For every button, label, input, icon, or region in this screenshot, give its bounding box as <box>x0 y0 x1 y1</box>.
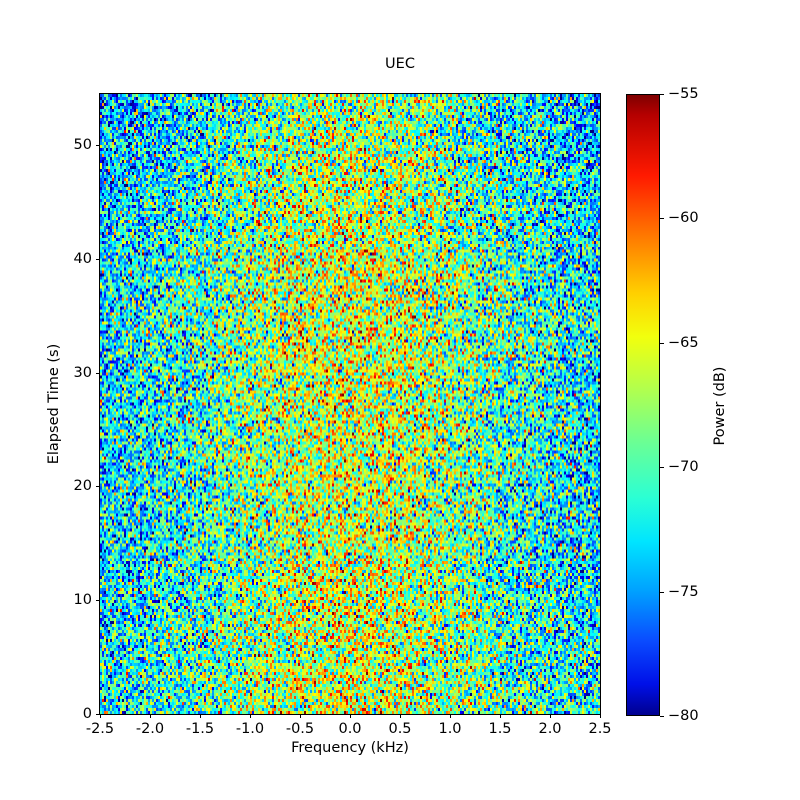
x-tick-label: -1.0 <box>235 721 265 737</box>
y-tick-label: 0 <box>82 706 92 722</box>
x-tick-label: 2.5 <box>588 721 612 737</box>
colorbar-tick-label: −75 <box>668 584 699 600</box>
colorbar-tick <box>660 218 664 219</box>
spectrogram-image <box>100 94 600 714</box>
colorbar-tick <box>660 467 664 468</box>
y-tick <box>96 600 100 601</box>
x-tick <box>150 714 151 718</box>
x-tick <box>400 714 401 718</box>
colorbar-tick <box>660 94 664 95</box>
spectrogram-axes[interactable] <box>99 93 601 715</box>
colorbar-tick-label: −55 <box>668 86 699 102</box>
y-tick <box>96 486 100 487</box>
colorbar-tick-label: −60 <box>668 210 699 226</box>
x-tick <box>600 714 601 718</box>
y-tick <box>96 373 100 374</box>
x-tick-label: 0.0 <box>338 721 362 737</box>
colorbar-label: Power (dB) <box>712 366 728 446</box>
y-tick <box>96 259 100 260</box>
x-tick-label: 1.0 <box>438 721 462 737</box>
x-tick <box>200 714 201 718</box>
x-tick <box>100 714 101 718</box>
x-tick-label: -2.0 <box>135 721 165 737</box>
x-tick-label: 0.5 <box>388 721 412 737</box>
x-tick-label: -0.5 <box>285 721 315 737</box>
x-tick <box>250 714 251 718</box>
x-tick <box>500 714 501 718</box>
colorbar-tick <box>660 716 664 717</box>
y-tick <box>96 714 100 715</box>
x-tick <box>550 714 551 718</box>
colorbar-tick-label: −70 <box>668 459 699 475</box>
y-tick-label: 30 <box>73 365 92 381</box>
y-tick-label: 20 <box>73 478 92 494</box>
colorbar-tick-label: −80 <box>668 708 699 724</box>
y-tick-label: 50 <box>73 137 92 153</box>
title-line-station: UEC <box>385 56 415 72</box>
y-axis-label: Elapsed Time (s) <box>46 343 62 465</box>
y-tick <box>96 145 100 146</box>
x-tick <box>300 714 301 718</box>
y-tick-label: 10 <box>73 592 92 608</box>
colorbar[interactable] <box>626 94 660 716</box>
colorbar-tick <box>660 343 664 344</box>
x-tick <box>350 714 351 718</box>
x-tick-label: -1.5 <box>185 721 215 737</box>
colorbar-tick <box>660 592 664 593</box>
x-tick-label: 2.0 <box>538 721 562 737</box>
x-tick <box>450 714 451 718</box>
x-tick-label: -2.5 <box>85 721 115 737</box>
colorbar-tick-label: −65 <box>668 335 699 351</box>
x-tick-label: 1.5 <box>488 721 512 737</box>
x-axis-label: Frequency (kHz) <box>291 740 409 756</box>
y-tick-label: 40 <box>73 251 92 267</box>
